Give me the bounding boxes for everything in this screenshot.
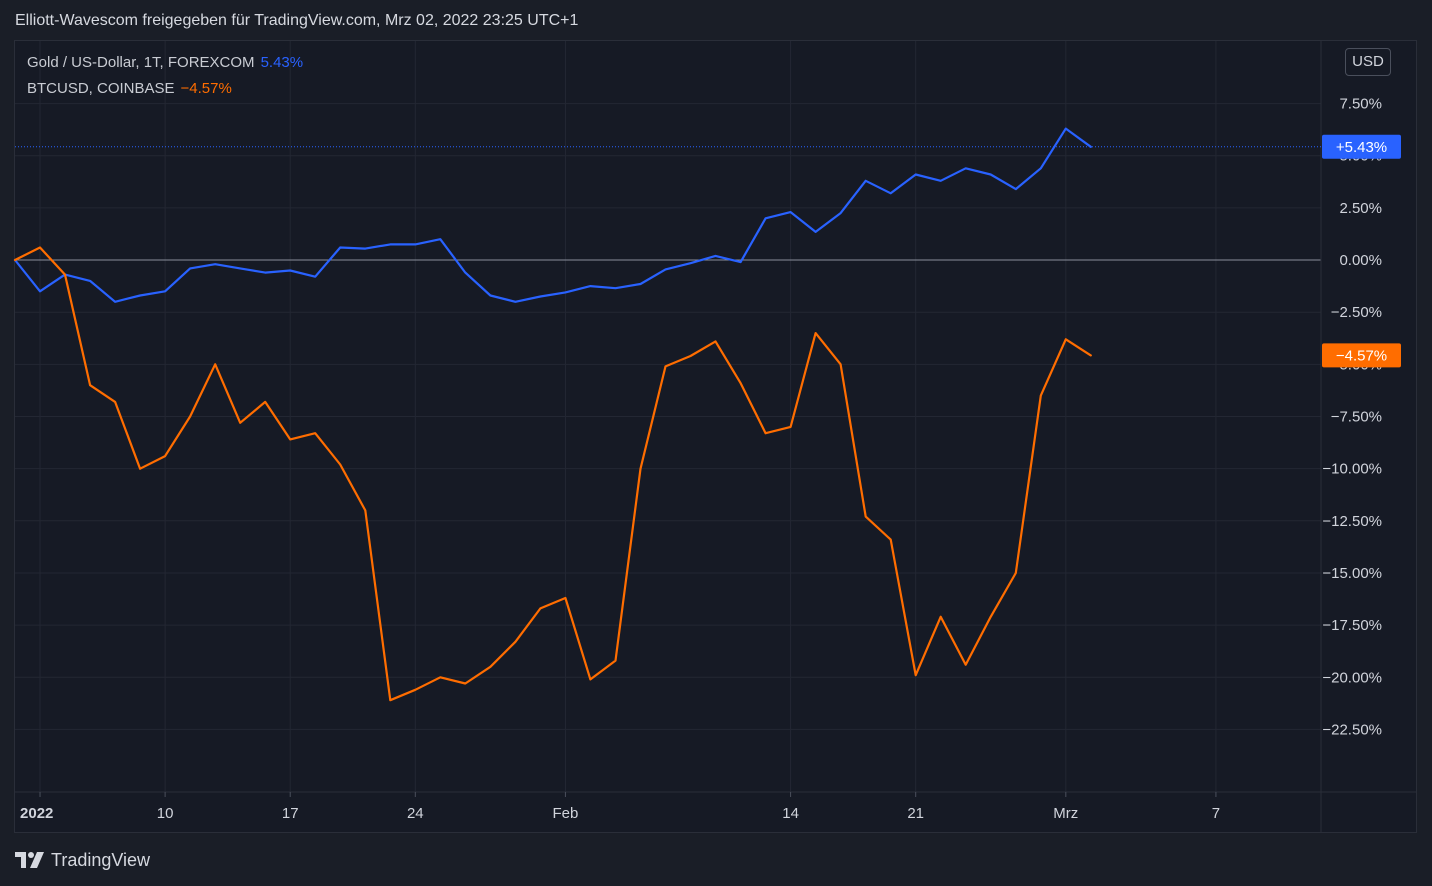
legend-btc[interactable]: BTCUSD, COINBASE −4.57% xyxy=(27,80,232,97)
x-tick-label: 10 xyxy=(157,805,174,822)
y-tick-label: −15.00% xyxy=(1322,565,1382,582)
grid-lines xyxy=(15,41,1321,792)
currency-button[interactable]: USD xyxy=(1345,48,1391,76)
last-value-badges: +5.43% −4.57% xyxy=(1322,134,1401,368)
y-tick-label: −7.50% xyxy=(1331,409,1382,426)
y-tick-label: −2.50% xyxy=(1331,304,1382,321)
tradingview-logo-icon xyxy=(15,852,44,868)
gold-last-value-badge: +5.43% xyxy=(1322,134,1401,159)
badge-background xyxy=(1322,134,1401,159)
y-tick-label: −12.50% xyxy=(1322,513,1382,530)
legend-gold-label: Gold / US-Dollar, 1T, FOREXCOM xyxy=(27,54,255,71)
footer-brand: TradingView xyxy=(51,849,151,870)
tradingview-logo[interactable]: TradingView xyxy=(15,848,150,872)
chart-frame[interactable] xyxy=(14,40,1417,833)
x-tick-label: 17 xyxy=(282,805,299,822)
legend-gold-value: 5.43% xyxy=(260,54,304,71)
legend-gold[interactable]: Gold / US-Dollar, 1T, FOREXCOM 5.43% xyxy=(27,54,303,71)
x-tick-label: 24 xyxy=(407,805,424,822)
price-axis: 7.50%5.00%2.50%0.00%−2.50%−5.00%−7.50%−1… xyxy=(1322,96,1382,739)
x-tick-label: 7 xyxy=(1212,805,1220,822)
badge-label: −4.57% xyxy=(1336,347,1387,364)
btc-last-value-badge: −4.57% xyxy=(1322,343,1401,368)
axis-dividers xyxy=(15,41,1416,832)
y-tick-label: 2.50% xyxy=(1339,200,1382,217)
x-tick-label: 21 xyxy=(907,805,924,822)
badge-background xyxy=(1322,343,1401,368)
x-tick-label: 14 xyxy=(782,805,799,822)
badge-label: +5.43% xyxy=(1336,139,1387,156)
y-tick-label: −17.50% xyxy=(1322,617,1382,634)
y-tick-label: 0.00% xyxy=(1339,252,1382,269)
legend-btc-label: BTCUSD, COINBASE xyxy=(27,80,175,97)
y-tick-label: −10.00% xyxy=(1322,461,1382,478)
x-tick-label: Feb xyxy=(552,805,578,822)
time-axis: 2022 10 17 24 Feb 14 21 Mrz 7 xyxy=(20,792,1220,822)
y-tick-label: 7.50% xyxy=(1339,96,1382,113)
y-tick-label: −20.00% xyxy=(1322,669,1382,686)
chart-share-title: Elliott-Wavescom freigegeben für Trading… xyxy=(15,12,579,29)
x-tick-label: Mrz xyxy=(1053,805,1078,822)
btc-series-line xyxy=(13,246,1092,702)
series-lines xyxy=(13,127,1321,702)
legend-btc-value: −4.57% xyxy=(180,80,232,97)
y-tick-label: −22.50% xyxy=(1322,721,1382,738)
gold-series-line xyxy=(13,127,1092,303)
x-tick-label: 2022 xyxy=(20,805,53,822)
